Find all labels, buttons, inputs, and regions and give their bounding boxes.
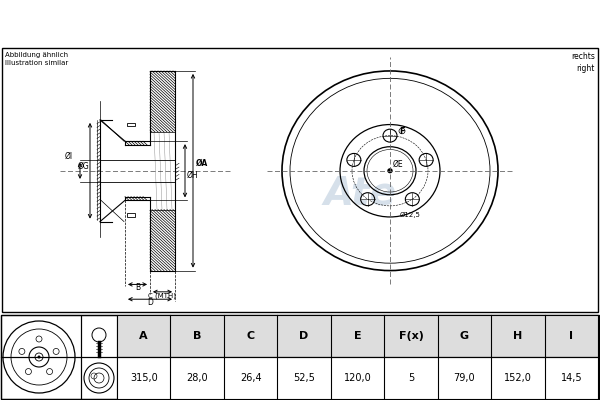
Text: ØG: ØG: [78, 162, 90, 171]
Text: B: B: [135, 283, 140, 292]
Text: Ate: Ate: [323, 175, 397, 213]
Text: 120,0: 120,0: [344, 373, 371, 383]
Text: rechts
right: rechts right: [571, 52, 595, 73]
Circle shape: [37, 356, 41, 358]
Bar: [81, 315, 117, 399]
Text: C (MTH): C (MTH): [149, 292, 176, 299]
Text: ØI: ØI: [65, 152, 73, 160]
Text: I: I: [569, 331, 573, 341]
Text: ØA: ØA: [196, 159, 208, 168]
Text: 26,4: 26,4: [240, 373, 262, 383]
Text: 24.0128-0199.1    428199: 24.0128-0199.1 428199: [160, 14, 440, 32]
Text: G: G: [460, 331, 469, 341]
Text: 152,0: 152,0: [504, 373, 532, 383]
Text: D: D: [147, 298, 153, 307]
Bar: [1, 315, 81, 399]
Text: ØH: ØH: [187, 171, 199, 180]
Text: 14,5: 14,5: [560, 373, 582, 383]
Text: B: B: [193, 331, 202, 341]
Text: 79,0: 79,0: [454, 373, 475, 383]
Text: 5: 5: [408, 373, 414, 383]
Bar: [127, 123, 135, 126]
Text: E: E: [353, 331, 361, 341]
Text: Abbildung ähnlich
Illustration similar: Abbildung ähnlich Illustration similar: [5, 52, 68, 66]
Text: 28,0: 28,0: [187, 373, 208, 383]
Text: H: H: [513, 331, 523, 341]
Text: D: D: [299, 331, 308, 341]
Text: 52,5: 52,5: [293, 373, 315, 383]
Text: ØE: ØE: [393, 160, 404, 169]
Text: Ø12,5: Ø12,5: [400, 212, 421, 218]
Bar: [117, 315, 598, 357]
Text: A: A: [139, 331, 148, 341]
Text: F: F: [399, 127, 404, 136]
Bar: [127, 213, 135, 217]
Text: C: C: [247, 331, 254, 341]
Bar: [117, 357, 598, 399]
Text: F(x): F(x): [398, 331, 424, 341]
Text: 315,0: 315,0: [130, 373, 158, 383]
Circle shape: [388, 169, 392, 173]
